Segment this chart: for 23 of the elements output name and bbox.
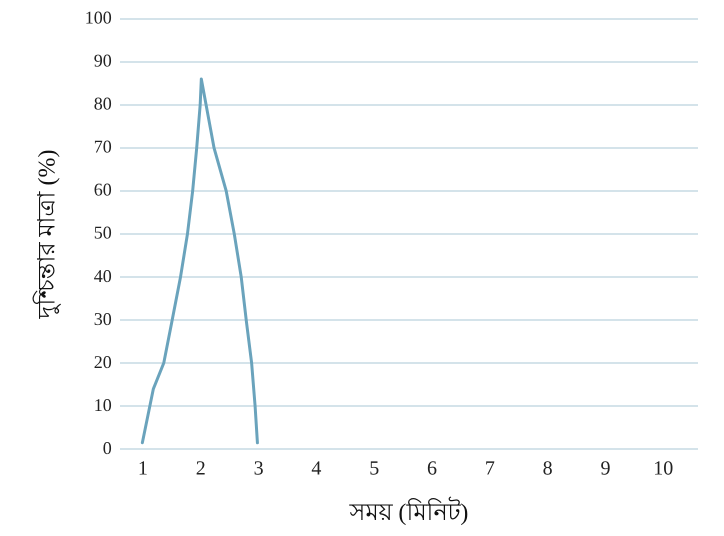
x-tick-label: 6: [427, 457, 438, 480]
x-axis-title: সময় (মিনিট): [348, 496, 468, 526]
y-tick-label: 90: [94, 50, 112, 71]
y-tick-label: 10: [94, 394, 112, 415]
y-tick-label: 40: [94, 266, 112, 286]
x-tick-label: 3: [254, 457, 264, 480]
y-tick-label: 0: [102, 438, 112, 458]
x-tick-label: 10: [653, 457, 674, 480]
y-tick-label: 20: [94, 352, 112, 372]
y-tick-label: 30: [94, 308, 112, 329]
x-tick-label: 8: [542, 457, 553, 480]
y-tick-label: 80: [94, 94, 112, 114]
y-tick-label: 50: [94, 222, 112, 243]
y-tick-label: 70: [94, 136, 112, 157]
x-tick-label: 5: [369, 457, 380, 480]
x-tick-label: 1: [138, 457, 148, 480]
x-tick-label: 2: [196, 457, 206, 480]
y-tick-label: 60: [94, 180, 112, 200]
x-tick-label: 7: [484, 457, 495, 480]
y-tick-label: 100: [84, 8, 112, 28]
x-tick-label: 4: [311, 457, 322, 480]
y-axis-title: দুশ্চিন্তার মাত্রা (%): [32, 150, 61, 320]
x-tick-label: 9: [600, 457, 610, 480]
